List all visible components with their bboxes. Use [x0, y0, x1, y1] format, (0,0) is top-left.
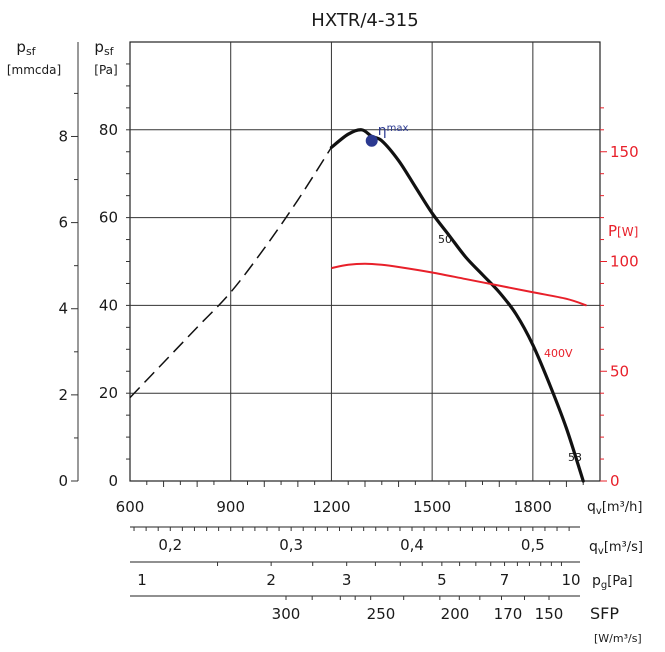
power-curve — [331, 262, 587, 307]
pg-tick-label: 5 — [437, 571, 447, 589]
pg-tick-label: 10 — [561, 571, 580, 589]
mmcda-tick-label: 4 — [58, 300, 68, 318]
svg-text:psf: psf — [94, 38, 114, 58]
eta-max-label: ηmax — [378, 123, 409, 139]
watt-tick-label: 0 — [610, 472, 620, 490]
sfp-tick-label: 250 — [367, 605, 396, 623]
svg-text:psf: psf — [16, 38, 36, 58]
sfp-scale-unit: [W/m³/s] — [594, 632, 642, 645]
inner-left-axis-label: psf [Pa] — [94, 38, 117, 77]
pg-tick-label: 3 — [342, 571, 352, 589]
chart-title: HXTR/4-315 — [311, 10, 418, 31]
pa-tick-label: 40 — [99, 296, 118, 314]
pa-tick-label: 0 — [108, 472, 118, 490]
watt-tick-label: 150 — [610, 143, 639, 161]
sfp-tick-label: 200 — [441, 605, 470, 623]
chart-grid — [129, 41, 601, 482]
plot-frame — [129, 41, 601, 482]
svg-text:[Pa]: [Pa] — [94, 63, 117, 77]
eta-max-point — [365, 134, 378, 147]
m3s-tick-label: 0,3 — [279, 536, 303, 554]
chart-ticks: 600 900 1200 1500 18000204060800246805010015… — [58, 42, 639, 623]
mmcda-tick-label: 0 — [58, 472, 68, 490]
sfp-tick-label: 300 — [272, 605, 301, 623]
svg-text:[mmcda]: [mmcda] — [7, 63, 61, 77]
sfp-scale-label: SFP — [590, 604, 619, 623]
pg-scale-label: pg[Pa] — [592, 573, 633, 591]
watt-tick-label: 100 — [610, 253, 639, 271]
right-axis-label: P[W] — [608, 222, 638, 240]
curve-label-50: 50 — [438, 233, 452, 246]
x-tick-label: 900 — [216, 498, 245, 516]
sfp-tick-label: 150 — [535, 605, 564, 623]
pressure-curve-dashed — [129, 146, 333, 399]
m3s-tick-label: 0,5 — [521, 536, 545, 554]
watt-tick-label: 50 — [610, 362, 629, 380]
x-tick-label: 1800 — [514, 498, 552, 516]
pg-tick-label: 7 — [500, 571, 510, 589]
sfp-tick-label: 170 — [494, 605, 523, 623]
mmcda-tick-label: 6 — [58, 214, 68, 232]
mmcda-tick-label: 2 — [58, 386, 68, 404]
m3s-scale-label: qv[m³/s] — [589, 539, 643, 557]
x-tick-label: 1200 — [312, 498, 350, 516]
pressure-curve — [329, 128, 585, 483]
x-tick-label: 600 — [116, 498, 145, 516]
x-tick-label: 1500 — [413, 498, 451, 516]
pa-tick-label: 20 — [99, 384, 118, 402]
pa-tick-label: 80 — [99, 121, 118, 139]
power-label-400v: 400V — [544, 347, 573, 360]
x-axis-label: qv[m³/h] — [587, 499, 642, 517]
pg-tick-label: 2 — [266, 571, 276, 589]
m3s-tick-label: 0,4 — [400, 536, 424, 554]
mmcda-tick-label: 8 — [58, 127, 68, 145]
pa-tick-label: 60 — [99, 209, 118, 227]
outer-left-axis-label: psf [mmcda] — [7, 38, 61, 77]
chart-marks: ηmax 50 53 400V — [129, 123, 587, 483]
m3s-tick-label: 0,2 — [158, 536, 182, 554]
curve-label-53: 53 — [568, 451, 582, 464]
pg-tick-label: 1 — [137, 571, 147, 589]
